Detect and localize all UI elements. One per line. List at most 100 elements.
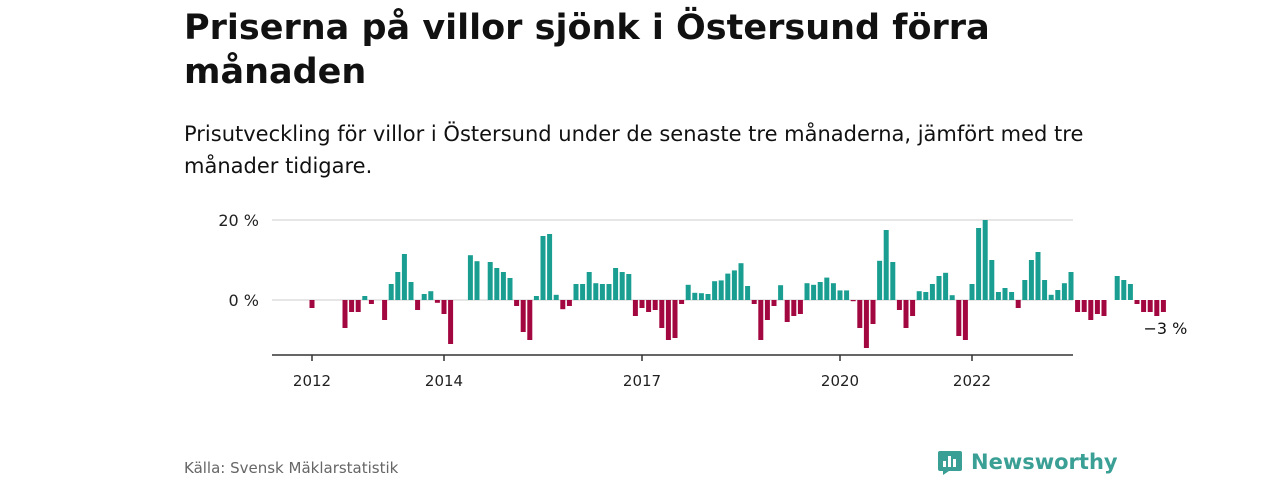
bar (685, 284, 691, 300)
bar (665, 300, 671, 340)
bar (731, 270, 737, 300)
bar (771, 300, 777, 306)
bar (725, 273, 731, 300)
bar (355, 300, 361, 312)
bar (929, 284, 935, 300)
bar (764, 300, 770, 320)
bar (613, 268, 619, 300)
bar (718, 280, 724, 300)
bar (784, 300, 790, 322)
bar (474, 261, 480, 300)
bar (1009, 292, 1015, 300)
bar (415, 300, 421, 310)
bar (619, 272, 625, 300)
bar (797, 300, 803, 314)
bar (606, 284, 612, 300)
bar (448, 300, 454, 344)
bar (890, 262, 896, 300)
x-tick-label: 2022 (953, 372, 991, 390)
bar (712, 281, 718, 300)
bar (1147, 300, 1153, 312)
bar (540, 236, 546, 300)
bar (421, 294, 427, 300)
bar (1088, 300, 1094, 320)
bar (705, 294, 711, 300)
bar (382, 300, 388, 320)
bar (514, 300, 520, 306)
bar (837, 290, 843, 300)
bar (1154, 300, 1160, 316)
bar (1028, 260, 1034, 300)
bar (342, 300, 348, 328)
bar (824, 277, 830, 300)
bar (586, 272, 592, 300)
bar (573, 284, 579, 300)
bar (778, 285, 784, 300)
bar (969, 284, 975, 300)
bar (599, 284, 605, 300)
bar (408, 282, 414, 300)
bar (580, 284, 586, 300)
bar (500, 272, 506, 300)
bar (982, 220, 988, 300)
chart-subtitle: Prisutveckling för villor i Östersund un… (184, 122, 1084, 178)
bar (758, 300, 764, 340)
bar (626, 274, 632, 300)
bar (1015, 300, 1021, 308)
bar (520, 300, 526, 332)
bar (883, 230, 889, 300)
y-tick-label: 20 % (218, 211, 259, 230)
bar (1081, 300, 1087, 312)
bar (494, 268, 500, 300)
bar (857, 300, 863, 328)
bar (910, 300, 916, 316)
bar (804, 283, 810, 300)
bar (487, 262, 493, 300)
bar (1055, 290, 1061, 300)
bar (1114, 276, 1120, 300)
bar (896, 300, 902, 310)
bar (850, 300, 856, 302)
bar (527, 300, 533, 340)
bar (698, 293, 704, 300)
bar (949, 295, 955, 300)
bar (560, 300, 566, 310)
bar (692, 292, 698, 300)
bar (936, 276, 942, 300)
bar (1127, 284, 1133, 300)
bar (395, 272, 401, 300)
bar (1075, 300, 1081, 312)
bar (401, 254, 407, 300)
bar (507, 278, 513, 300)
bar (428, 291, 434, 300)
bar (368, 300, 374, 304)
bar (309, 300, 315, 308)
bar (467, 255, 473, 300)
x-tick-label: 2014 (425, 372, 463, 390)
bar (566, 300, 572, 306)
bar (1068, 272, 1074, 300)
bar (547, 234, 553, 300)
y-tick-label: 0 % (229, 291, 259, 310)
bar (362, 296, 368, 300)
bar (738, 263, 744, 300)
bar (659, 300, 665, 328)
bar (956, 300, 962, 336)
bar (646, 300, 652, 312)
bar (943, 272, 949, 300)
bar (962, 300, 968, 340)
bar (817, 282, 823, 300)
bar (553, 294, 559, 300)
chart-title: Priserna på villor sjönk i Östersund för… (184, 8, 990, 92)
bar (349, 300, 355, 312)
bar (830, 283, 836, 300)
bar (844, 290, 850, 300)
bar (533, 296, 539, 300)
bar (679, 300, 685, 304)
bar (1101, 300, 1107, 316)
bar (672, 300, 678, 338)
bar (903, 300, 909, 328)
bar (1002, 288, 1008, 300)
bar (1134, 300, 1140, 304)
